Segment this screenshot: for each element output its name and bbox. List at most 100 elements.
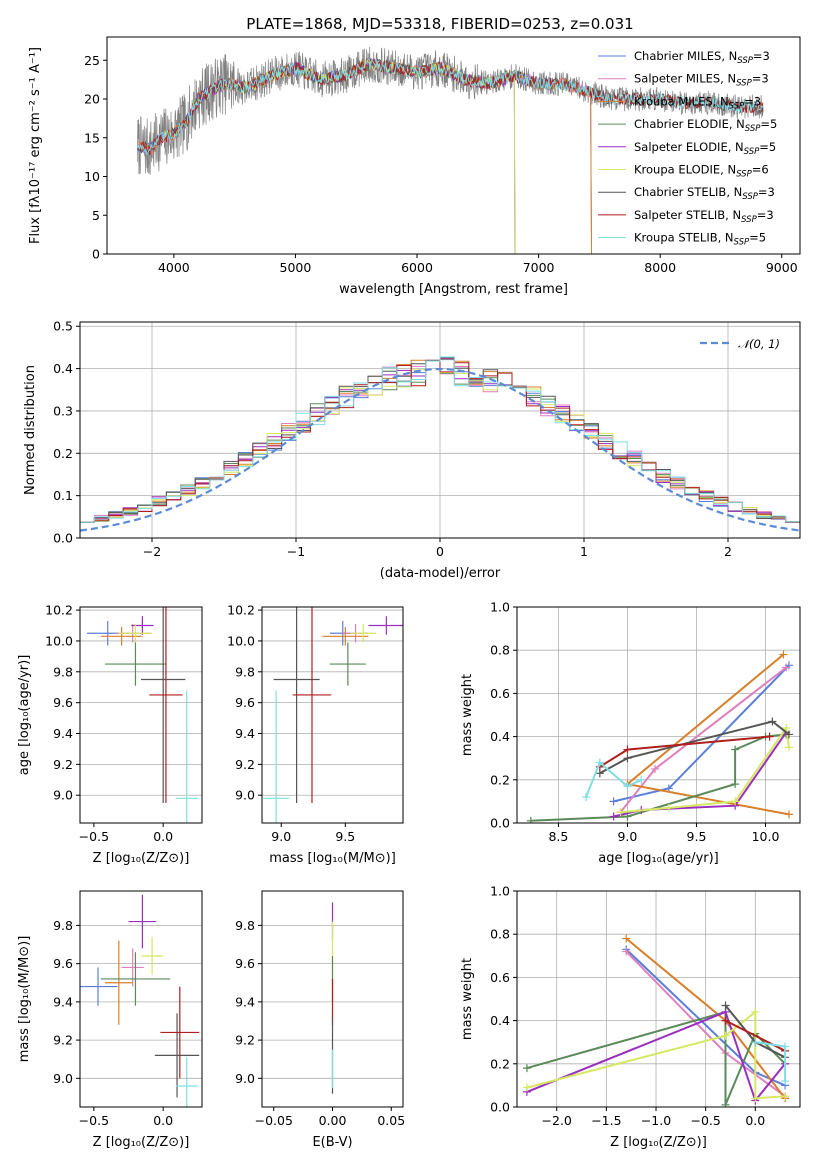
weight-marker [721,1001,730,1010]
legend-sub: SSP [729,101,745,111]
weight-marker [522,1064,531,1073]
y-tick-label: 9.4 [53,726,73,741]
y-tick-label: 25 [84,53,100,68]
observed-spectrum [137,46,764,175]
x-tick-label: 1 [580,544,588,559]
errorbar-point [292,607,332,803]
weight-marker [526,816,535,823]
weight-marker [623,782,632,791]
y-tick-label: 0.4 [53,361,73,376]
weight-marker [781,1092,790,1101]
x-tick-label: 5000 [280,260,312,275]
y-tick-label: 9.8 [53,918,73,933]
y-tick-label: 0.5 [53,319,73,334]
legend-entry: Salpeter MILES, NSSP=3 [634,72,769,89]
errorbar-point [121,948,144,987]
legend-count: =5 [749,231,766,245]
weight-marker [731,745,740,754]
x-tick-label: 0.0 [153,1113,173,1128]
y-axis-label: Flux [fλ10⁻¹⁷ erg cm⁻² s⁻¹ A⁻¹] [28,47,43,244]
model-spectrum [136,58,764,156]
errorbar-point [104,642,166,686]
weight-marker [782,663,791,672]
axes-frame [106,36,801,255]
x-axis-label: wavelength [Angstrom, rest frame] [339,282,568,297]
x-tick-label: −0.05 [255,1113,293,1128]
plot-area [80,894,200,1107]
weight-marker [721,1031,730,1040]
x-tick-label: 2 [724,544,732,559]
x-tick-label: −1.5 [591,1113,621,1128]
legend-entry: Chabrier ELODIE, NSSP=5 [634,117,777,134]
errorbar-point [175,1057,198,1107]
legend-count: =6 [752,163,769,177]
x-tick-label: 8.5 [548,829,568,844]
x-tick-label: 8000 [644,260,676,275]
y-tick-label: 0.1 [53,488,73,503]
x-tick-label: 0.0 [745,1113,765,1128]
x-tick-label: 6000 [401,260,433,275]
legend-sub: SSP [741,215,757,225]
errorbar-point [118,623,153,643]
legend-sub: SSP [742,192,758,202]
legend-count: =3 [757,208,774,222]
y-axis-label: mass [log₁₀(M/M⊙)] [17,936,32,1063]
legend-entry: Salpeter STELIB, NSSP=3 [634,208,774,225]
legend-count: =5 [759,140,776,154]
legend-count: =5 [760,117,777,131]
x-axis-label: mass [log₁₀(M/M⊙)] [269,851,396,866]
plot-area [263,607,403,823]
y-tick-label: 0.0 [53,531,73,546]
weight-marker [784,810,793,819]
weight-series [599,735,770,768]
y-tick-label: 9.6 [235,695,255,710]
y-tick-label: 0.4 [490,729,510,744]
weight-series [585,760,642,798]
legend-entry: Salpeter ELODIE, NSSP=5 [634,140,776,157]
plot-area [136,46,764,254]
panels: Chabrier MILES, NSSP=3 Salpeter MILES, NS… [17,36,801,1150]
y-tick-label: 0.0 [490,816,510,831]
errorbar-point [128,894,157,949]
legend-entry: Chabrier STELIB, NSSP=3 [634,185,775,202]
x-tick-label: −2.0 [542,1113,572,1128]
x-axis-label: age [log₁₀(age/yr)] [598,851,719,866]
weight-marker [616,808,625,817]
plot-area [80,356,800,532]
y-tick-label: 0.2 [53,446,73,461]
y-tick-label: 10.0 [227,633,255,648]
legend-count: =3 [752,72,769,86]
x-axis-label: E(B-V) [312,1135,352,1150]
errorbar-point [80,967,118,1006]
y-tick-label: 9.0 [235,788,255,803]
y-axis-label: mass weight [460,674,475,756]
panel-mass-vs-Z: −0.5 0.0 9.0 9.2 9.4 9.6 9.8 Z [log₁₀(Z/Z⊙)] mas… [17,890,203,1150]
errorbar-point [350,623,377,643]
errorbar-point [175,690,198,823]
y-tick-label: 1.0 [490,600,510,615]
panel-spectrum: Chabrier MILES, NSSP=3 Salpeter MILES, NS… [28,36,801,297]
legend-count: =3 [758,185,775,199]
errorbar-point [273,607,320,803]
legend-entry: Chabrier MILES, NSSP=3 [634,49,770,66]
y-tick-label: 0.4 [490,1013,510,1028]
y-tick-label: 5 [92,208,100,223]
x-tick-label: 9.0 [271,829,291,844]
y-tick-label: 0.6 [490,686,510,701]
legend-sub: SSP [744,147,760,157]
weight-series [613,731,788,818]
figure-title: PLATE=1868, MJD=53318, FIBERID=0253, z=0… [246,15,633,33]
weight-marker [622,947,631,956]
panel-mass-weight-vs-Z: −2.0 −1.5 −1.0 −0.5 0.0 0.0 0.2 0.4 0.6 0.8 1.0 Z [… [460,884,801,1150]
weight-marker [721,1016,730,1025]
y-tick-label: 9.2 [53,757,73,772]
y-axis-label: Normed distribution [23,365,38,495]
y-tick-label: 9.0 [53,1071,73,1086]
weight-marker [781,1077,790,1086]
x-tick-label: 4000 [158,260,190,275]
plot-area [86,607,198,823]
x-tick-label: 0 [436,544,444,559]
y-tick-label: 0.2 [490,772,510,787]
y-tick-label: 10.2 [227,603,255,618]
legend-count: =3 [744,94,761,108]
